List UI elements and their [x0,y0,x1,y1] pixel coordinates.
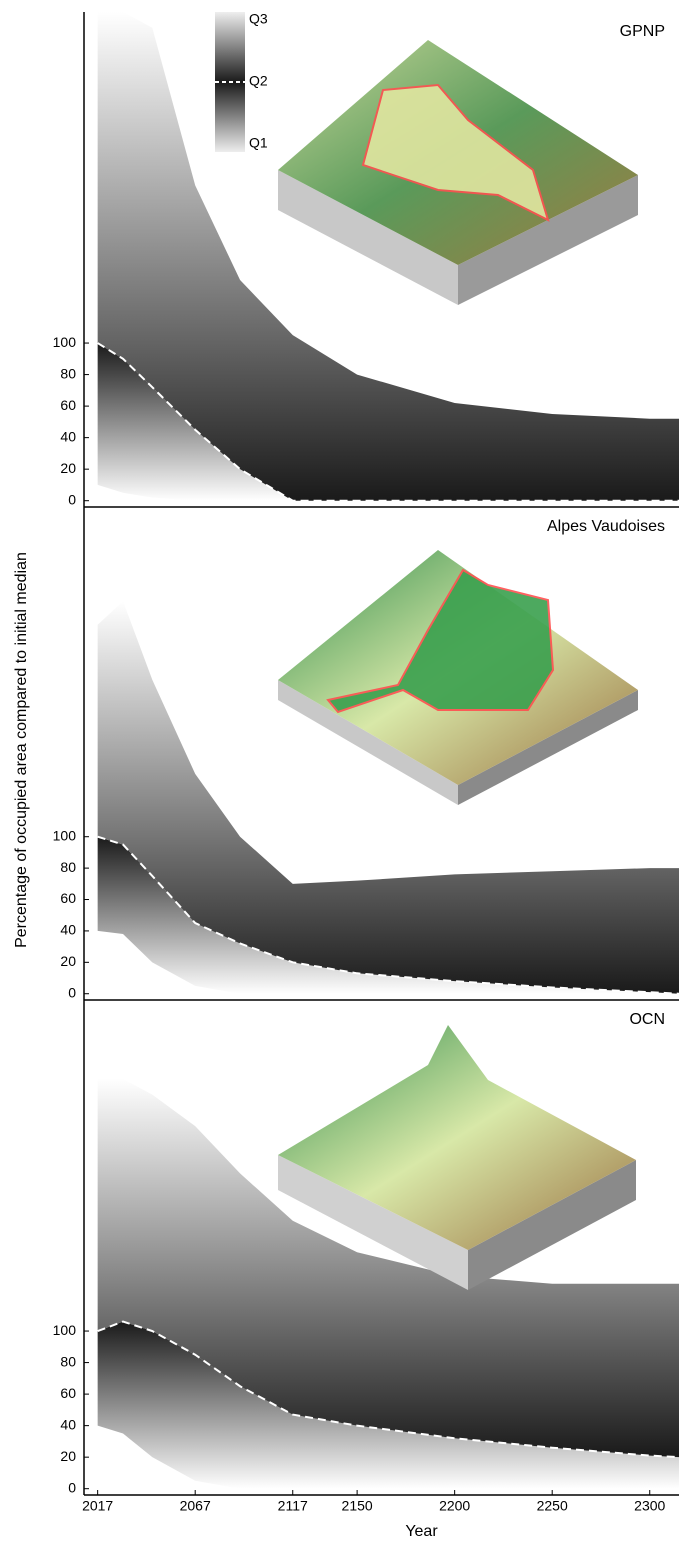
quantile-band [97,1078,679,1458]
median-line [97,835,679,995]
y-tick-label: 100 [53,827,77,843]
y-tick-label: 100 [53,1322,77,1338]
y-tick-label: 80 [60,859,76,875]
y-axis-label: Percentage of occupied area compared to … [13,552,30,948]
legend-label: Q1 [249,135,268,151]
y-tick-label: 40 [60,922,76,938]
y-tick-label: 80 [60,365,76,381]
terrain-side [458,175,638,305]
terrain-side [468,1160,636,1290]
median-line [97,342,679,502]
panel-title: GPNP [620,23,665,40]
plots: 0 20 40 60 80 100 GPNP Q3 Q2 Q1 0 20 40 60 80 100 Alpes … [13,11,679,1540]
quantile-band [97,343,679,501]
x-tick-label: 2250 [537,1498,568,1514]
quantile-band [97,1321,679,1489]
terrain-side [278,170,458,305]
plot-area [97,12,679,502]
quantile-band [97,12,679,501]
panel-title: Alpes Vaudoises [547,518,665,535]
plot-area [97,1078,679,1489]
y-tick-label: 100 [53,334,77,350]
terrain-side [278,680,458,805]
y-tick-label: 40 [60,1416,76,1432]
y-tick-label: 0 [68,491,76,507]
plot-area [97,601,679,995]
y-tick-label: 0 [68,984,76,1000]
terrain-region [326,568,555,714]
quantile-band [97,601,679,994]
legend-label: Q3 [249,11,268,27]
panel-title: OCN [629,1011,665,1028]
y-tick-label: 60 [60,397,76,413]
x-axis-label: Year [405,1523,438,1540]
y-tick-label: 0 [68,1479,76,1495]
x-tick-label: 2200 [439,1498,470,1514]
y-tick-label: 60 [60,890,76,906]
terrain-side [278,1155,468,1290]
y-tick-label: 80 [60,1353,76,1369]
terrain-top [278,1025,636,1250]
terrain-ocn [278,1025,636,1290]
quantile-band [97,836,679,994]
y-tick-label: 20 [60,1448,76,1464]
terrain-alpes [278,550,638,805]
terrain-gpnp [278,40,638,305]
y-tick-label: 40 [60,428,76,444]
terrain-side [458,690,638,805]
y-tick-label: 60 [60,1385,76,1401]
x-tick-label: 2117 [278,1498,308,1514]
x-tick-label: 2017 [82,1498,113,1514]
x-tick-label: 2067 [180,1498,211,1514]
legend-label: Q2 [249,73,268,89]
x-tick-label: 2300 [634,1498,665,1514]
median-line [97,1320,679,1459]
y-tick-label: 20 [60,953,76,969]
terrain-region [361,83,550,222]
y-tick-label: 20 [60,460,76,476]
x-tick-label: 2150 [342,1498,373,1514]
